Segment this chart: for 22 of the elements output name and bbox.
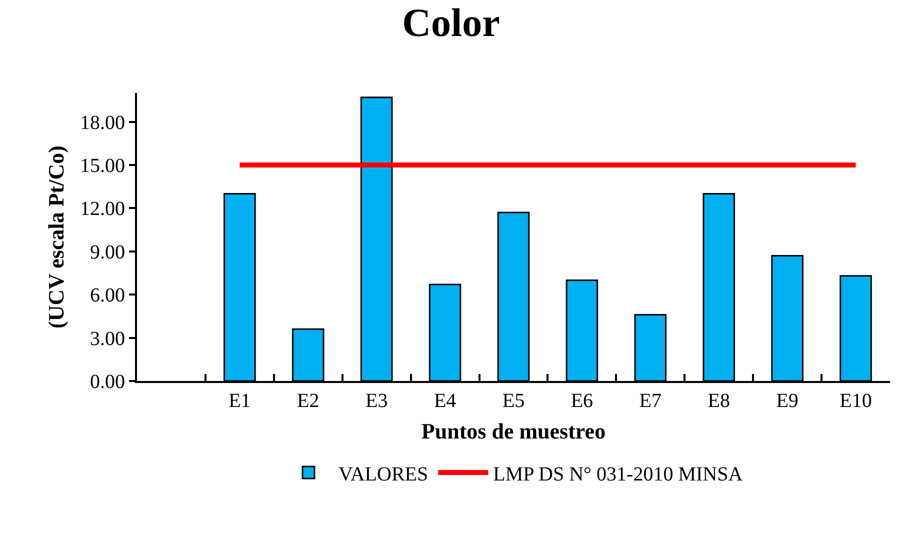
chart-title: Color bbox=[402, 0, 500, 46]
x-tick-label: E3 bbox=[365, 390, 388, 412]
y-tick-label: 18.00 bbox=[80, 112, 125, 134]
y-tick-label: 3.00 bbox=[90, 328, 125, 350]
x-axis-title: Puntos de muestreo bbox=[421, 418, 606, 444]
x-tick-label: E9 bbox=[776, 390, 798, 412]
y-tick-label: 6.00 bbox=[90, 284, 125, 307]
x-tick-label: E8 bbox=[708, 390, 730, 412]
x-tick-label: E6 bbox=[570, 390, 594, 412]
x-tick-label: E5 bbox=[502, 390, 525, 412]
y-tick-label: 0.00 bbox=[90, 371, 125, 393]
y-tick-label: 9.00 bbox=[90, 241, 125, 264]
x-tick-label: E10 bbox=[840, 390, 872, 412]
legend-label: VALORES bbox=[338, 463, 428, 486]
y-tick-label: 15.00 bbox=[80, 155, 125, 177]
x-tick-label: E4 bbox=[434, 390, 456, 412]
x-tick-label: E2 bbox=[297, 390, 320, 412]
x-tick-label: E1 bbox=[228, 390, 251, 412]
y-tick-label: 12.00 bbox=[80, 198, 125, 220]
x-tick-label: E7 bbox=[639, 390, 662, 412]
y-axis-title: (UCV escala Pt/Co) bbox=[43, 146, 68, 328]
legend-label: LMP DS N° 031-2010 MINSA bbox=[493, 463, 744, 486]
